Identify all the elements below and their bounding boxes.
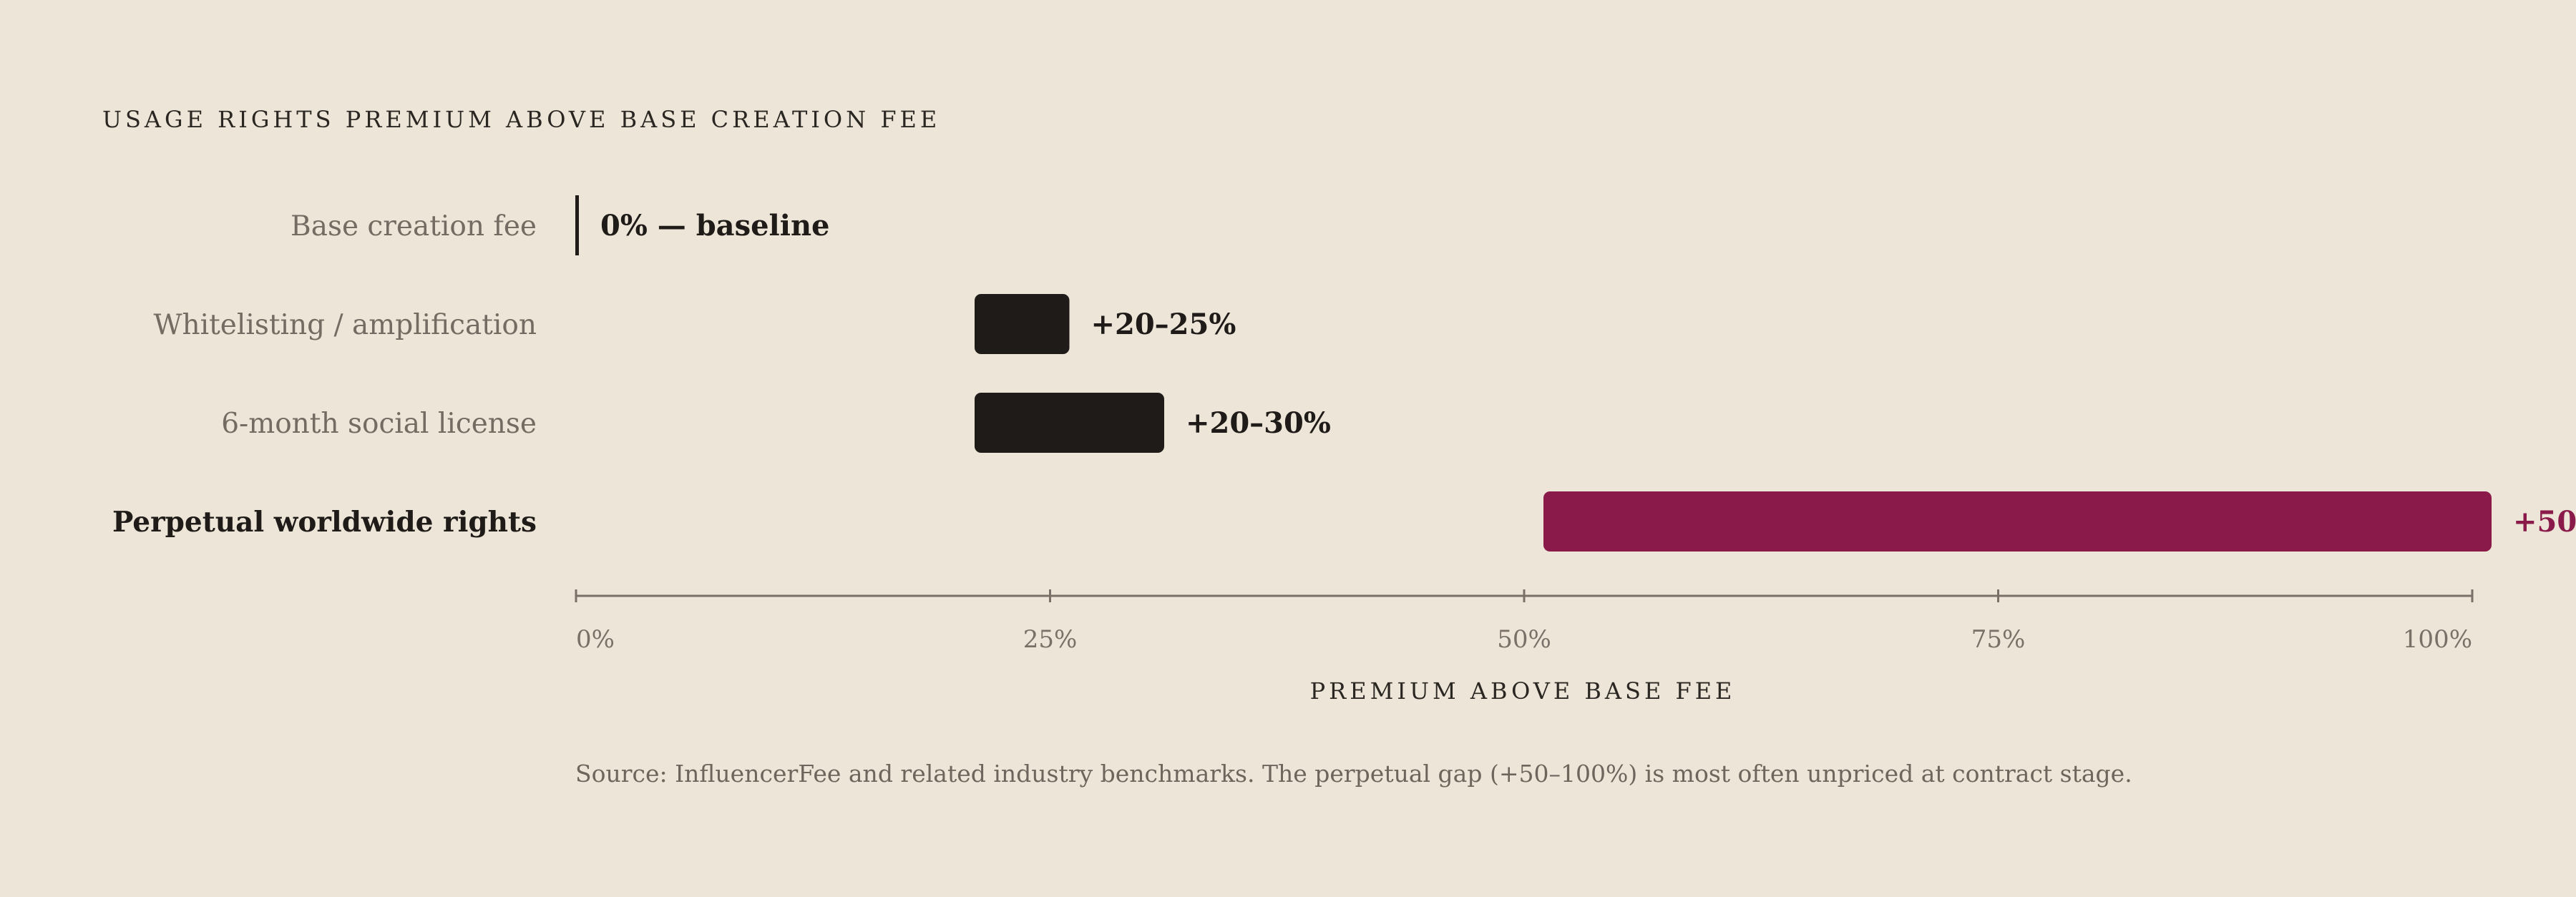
chart-title: USAGE RIGHTS PREMIUM ABOVE BASE CREATION…: [102, 106, 940, 133]
x-tick-label: 75%: [1971, 625, 2026, 654]
bar-highlight: [1543, 491, 2492, 552]
x-tick-label: 100%: [2403, 625, 2472, 654]
value-label: +20–25%: [1091, 308, 1236, 341]
source-note: Source: InfluencerFee and related indust…: [575, 760, 2132, 788]
baseline-marker: [575, 195, 579, 255]
value-label: +20–30%: [1186, 406, 1331, 440]
bar: [975, 393, 1164, 453]
value-label: 0% — baseline: [600, 209, 829, 242]
x-tick-label: 25%: [1023, 625, 1078, 654]
row-label: Perpetual worldwide rights: [112, 506, 537, 539]
row-label: 6-month social license: [221, 408, 537, 440]
x-tick-label: 0%: [576, 625, 615, 654]
x-axis-title: PREMIUM ABOVE BASE FEE: [1310, 677, 1736, 705]
x-tick-label: 50%: [1497, 625, 1551, 654]
row-label: Whitelisting / amplification: [153, 309, 537, 341]
bar: [975, 294, 1070, 354]
x-axis: 0% 25% 50% 75% 100%: [575, 589, 2474, 654]
chart-rows: Base creation fee 0% — baseline Whitelisti…: [112, 195, 2576, 552]
row-label: Base creation fee: [291, 210, 537, 242]
value-label: +50–100%: [2513, 505, 2576, 539]
